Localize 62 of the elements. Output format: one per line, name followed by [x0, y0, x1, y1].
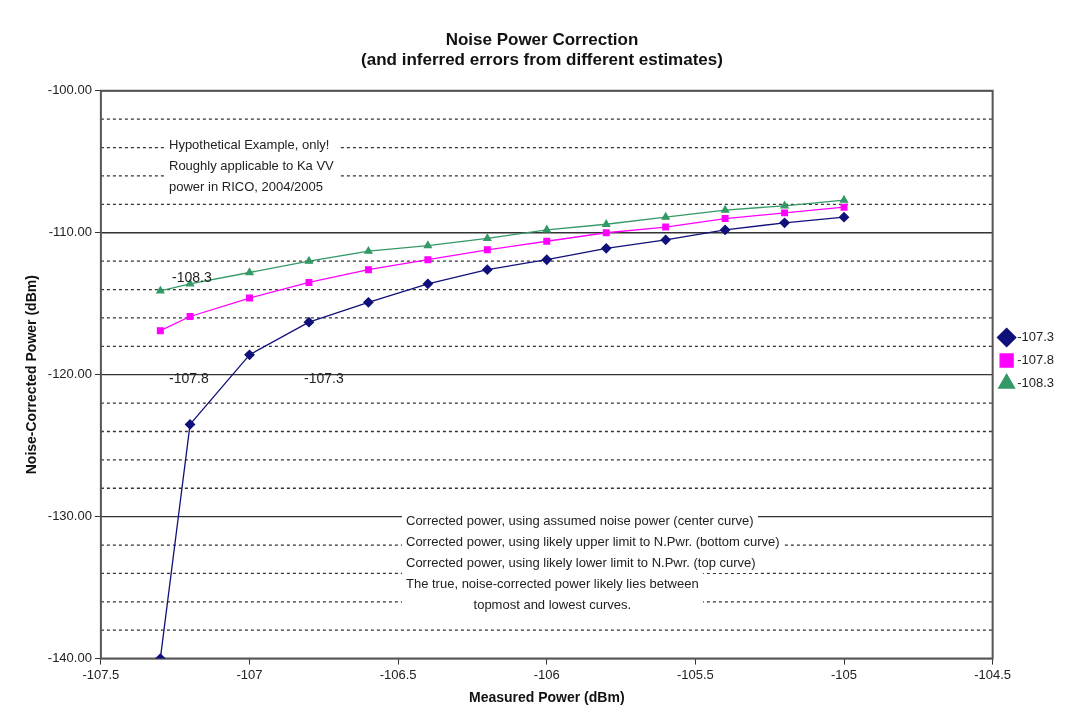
- y-axis-title: Noise-Corrected Power (dBm): [23, 275, 40, 475]
- point: [363, 297, 374, 308]
- point: [483, 233, 492, 242]
- point: [543, 237, 551, 245]
- point: [779, 217, 790, 228]
- y-tick-label: -130.00: [47, 508, 92, 524]
- point: [601, 243, 612, 254]
- point: [244, 349, 255, 360]
- y-tick-label: -110.00: [48, 224, 92, 240]
- x-axis-title: Measured Power (dBm): [468, 689, 625, 706]
- x-tick-label: -106.5: [379, 666, 417, 682]
- annotation: -107.3: [303, 369, 345, 388]
- legend-label: -107.8: [1017, 352, 1055, 368]
- chart-title: Noise Power Correction (and inferred errors from different estimates): [361, 29, 723, 70]
- x-tick-label: -106: [533, 666, 560, 682]
- point: [838, 211, 850, 223]
- point: [186, 313, 194, 320]
- point: [660, 234, 671, 245]
- point: [661, 212, 670, 220]
- annotation: Corrected power, using assumed noise power (center curve): [402, 510, 758, 531]
- point: [245, 267, 254, 276]
- x-tick-label: -105: [831, 666, 858, 682]
- x-tick-label: -104.5: [974, 666, 1012, 682]
- point: [423, 240, 432, 249]
- point: [780, 201, 789, 209]
- annotation: Hypothetical Example, only! Roughly applicable to Ka VV power in RICO, 2004/2005: [165, 134, 338, 197]
- point: [662, 223, 670, 231]
- point: [364, 266, 372, 274]
- point: [424, 256, 432, 264]
- point: [422, 278, 434, 289]
- x-tick-label: -105.5: [676, 666, 714, 682]
- annotation: -107.8: [168, 369, 210, 388]
- point: [184, 419, 196, 430]
- y-tick-label: -140.00: [47, 650, 92, 666]
- annotation: Corrected power, using likely lower limit to N.Pwr. (top curve): [402, 552, 760, 573]
- x-tick-label: -107.5: [82, 666, 120, 682]
- y-tick-label: -100.00: [47, 82, 92, 98]
- point: [246, 294, 253, 302]
- point: [304, 256, 314, 264]
- point: [364, 246, 373, 254]
- annotation: -108.3: [171, 268, 213, 287]
- legend-label: -108.3: [1017, 375, 1055, 391]
- point: [721, 215, 729, 223]
- x-tick-label: -107: [236, 666, 263, 682]
- y-tick-label: -120.00: [47, 366, 92, 382]
- point: [781, 209, 789, 217]
- point: [602, 219, 611, 227]
- point: [482, 264, 493, 275]
- point: [483, 246, 491, 254]
- point: [156, 327, 164, 335]
- annotation: Corrected power, using likely upper limit to N.Pwr. (bottom curve): [402, 531, 784, 552]
- point: [156, 286, 165, 294]
- point: [839, 195, 849, 203]
- point: [305, 278, 313, 286]
- point: [721, 205, 730, 213]
- point: [602, 229, 610, 237]
- point: [541, 254, 552, 265]
- annotation: The true, noise-corrected power likely lies between topmost and lowest curves.: [402, 573, 703, 615]
- legend-label: -107.3: [1017, 329, 1055, 345]
- point: [542, 225, 551, 233]
- point: [303, 317, 315, 328]
- point: [719, 224, 731, 236]
